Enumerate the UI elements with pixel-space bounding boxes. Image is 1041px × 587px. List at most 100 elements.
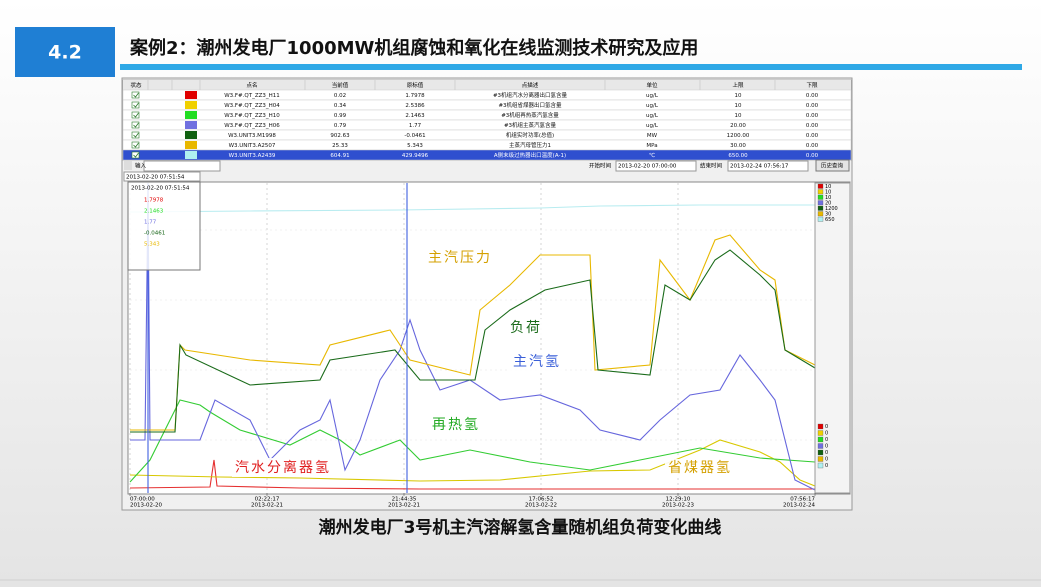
cell: ug/L xyxy=(646,123,659,129)
cell: 0.00 xyxy=(806,103,819,109)
start-input[interactable] xyxy=(615,160,697,172)
checkbox[interactable] xyxy=(131,111,140,119)
scale-bottom-label: 0 xyxy=(825,450,828,456)
x-label-date: 2013-02-21 xyxy=(388,503,420,509)
column-header: 单位 xyxy=(646,81,658,89)
table-row[interactable] xyxy=(122,149,852,161)
cursor-value: -0.0461 xyxy=(144,231,165,237)
cell: W3.F#.QT_ZZ3_H11 xyxy=(224,93,280,99)
cell: 1200.00 xyxy=(727,133,750,139)
cell: 10 xyxy=(735,113,742,119)
cell: 10 xyxy=(735,93,742,99)
scale-top-label: 10 xyxy=(825,184,831,190)
annotation: 省煤器氢 xyxy=(668,460,732,476)
cell: 30.00 xyxy=(730,143,746,149)
x-label-date: 2013-02-21 xyxy=(251,503,283,509)
section-box xyxy=(15,27,115,77)
scale-swatch xyxy=(817,216,824,222)
annotation: 汽水分离器氢 xyxy=(235,459,331,476)
scale-swatch xyxy=(817,211,824,217)
cursor-value: 1.77 xyxy=(144,220,157,226)
cell: 1.77 xyxy=(409,123,422,129)
scale-bottom-label: 0 xyxy=(825,431,828,437)
cursor-values: 1.7978 2.1463 1.77 -0.0461 5.343 xyxy=(144,198,165,248)
check-mark xyxy=(133,122,139,128)
x-label-date: 2013-02-24 xyxy=(783,503,815,509)
cell: #3机组主蒸汽氢含量 xyxy=(504,121,557,129)
history-button[interactable] xyxy=(815,159,850,172)
load-curve xyxy=(130,249,816,433)
column-header: 上限 xyxy=(732,81,744,89)
main-h2-curve xyxy=(130,189,816,491)
cell: 主蒸汽母管压力1 xyxy=(509,141,551,149)
cell: 0.00 xyxy=(806,143,819,149)
check-mark xyxy=(133,112,139,118)
end-input[interactable] xyxy=(727,160,809,172)
cell: 10 xyxy=(735,103,742,109)
annotation: 主汽压力 xyxy=(428,250,492,266)
title-rule xyxy=(120,64,1022,70)
scale-swatch xyxy=(817,189,824,195)
cell: W3.F#.QT_ZZ3_H10 xyxy=(224,113,280,119)
end-label: 结束时间 xyxy=(700,162,722,170)
scale-swatch xyxy=(817,205,824,211)
x-label-time: 07:56:17 xyxy=(790,497,815,503)
annotation: 主汽氢 xyxy=(513,354,561,370)
annotation-bg xyxy=(429,416,483,434)
checkbox[interactable] xyxy=(131,101,140,109)
cursor-value: 2.1463 xyxy=(144,209,164,215)
scale-swatch xyxy=(817,183,824,189)
cell: ug/L xyxy=(646,103,659,109)
checkbox[interactable] xyxy=(131,121,140,129)
scale-swatch xyxy=(817,462,824,469)
cell: 0.79 xyxy=(334,123,347,129)
checkbox[interactable] xyxy=(131,91,140,99)
scale-swatch xyxy=(817,200,824,206)
column-header: 当前值 xyxy=(332,81,349,89)
cell: W3.F#.QT_ZZ3_H04 xyxy=(224,103,280,109)
x-label-date: 2013-02-23 xyxy=(662,503,694,509)
input-box[interactable] xyxy=(143,160,221,172)
x-labels: 07:00:002013-02-2002:22:172013-02-2121:4… xyxy=(129,493,815,509)
scale-top-label: 10 xyxy=(825,195,831,201)
check-mark xyxy=(133,152,139,158)
scale-top-label: 30 xyxy=(825,212,831,218)
scale-swatch xyxy=(817,436,824,443)
cursor-value: 1.7978 xyxy=(144,198,164,204)
cell: 0.00 xyxy=(806,93,819,99)
cell: W3.UNIT3.M1998 xyxy=(228,133,276,139)
scale-top-label: 10 xyxy=(825,190,831,196)
color-swatch xyxy=(185,121,197,129)
caption: 潮州发电厂3号机主汽溶解氢含量随机组负荷变化曲线 xyxy=(319,517,722,538)
cell: ℃ xyxy=(649,152,655,159)
expand-icon[interactable] xyxy=(124,161,132,170)
cell: W3.UNIT3.A2439 xyxy=(229,153,276,159)
cell: 0.00 xyxy=(806,153,819,159)
cell: W3.F#.QT_ZZ3_H06 xyxy=(224,123,280,129)
scale-top-label: 1200 xyxy=(825,206,838,212)
scale-swatch xyxy=(817,449,824,456)
color-swatch xyxy=(185,91,197,99)
column-header: 原标值 xyxy=(407,81,424,89)
color-swatch xyxy=(185,101,197,109)
cell: ug/L xyxy=(646,93,659,99)
cell: 5.343 xyxy=(407,143,423,149)
checkbox[interactable] xyxy=(131,151,140,159)
plot-area xyxy=(127,181,851,495)
cell: 0.00 xyxy=(806,113,819,119)
checkbox[interactable] xyxy=(131,141,140,149)
cell: W3.UNIT3.A2507 xyxy=(229,143,276,149)
color-swatch xyxy=(185,151,197,159)
temperature-curve xyxy=(129,204,815,213)
scale-bottom-label: 0 xyxy=(825,444,828,450)
scale-swatch xyxy=(817,456,824,462)
cell: 650.00 xyxy=(728,153,748,159)
end-time: 2013-02-24 07:56:17 xyxy=(730,164,789,170)
cell: 20.00 xyxy=(730,123,746,129)
annotation-bg xyxy=(425,249,495,267)
checkbox[interactable] xyxy=(131,131,140,139)
cell: 25.33 xyxy=(332,143,348,149)
check-mark xyxy=(133,142,139,148)
scale-bottom-label: 0 xyxy=(825,424,828,430)
